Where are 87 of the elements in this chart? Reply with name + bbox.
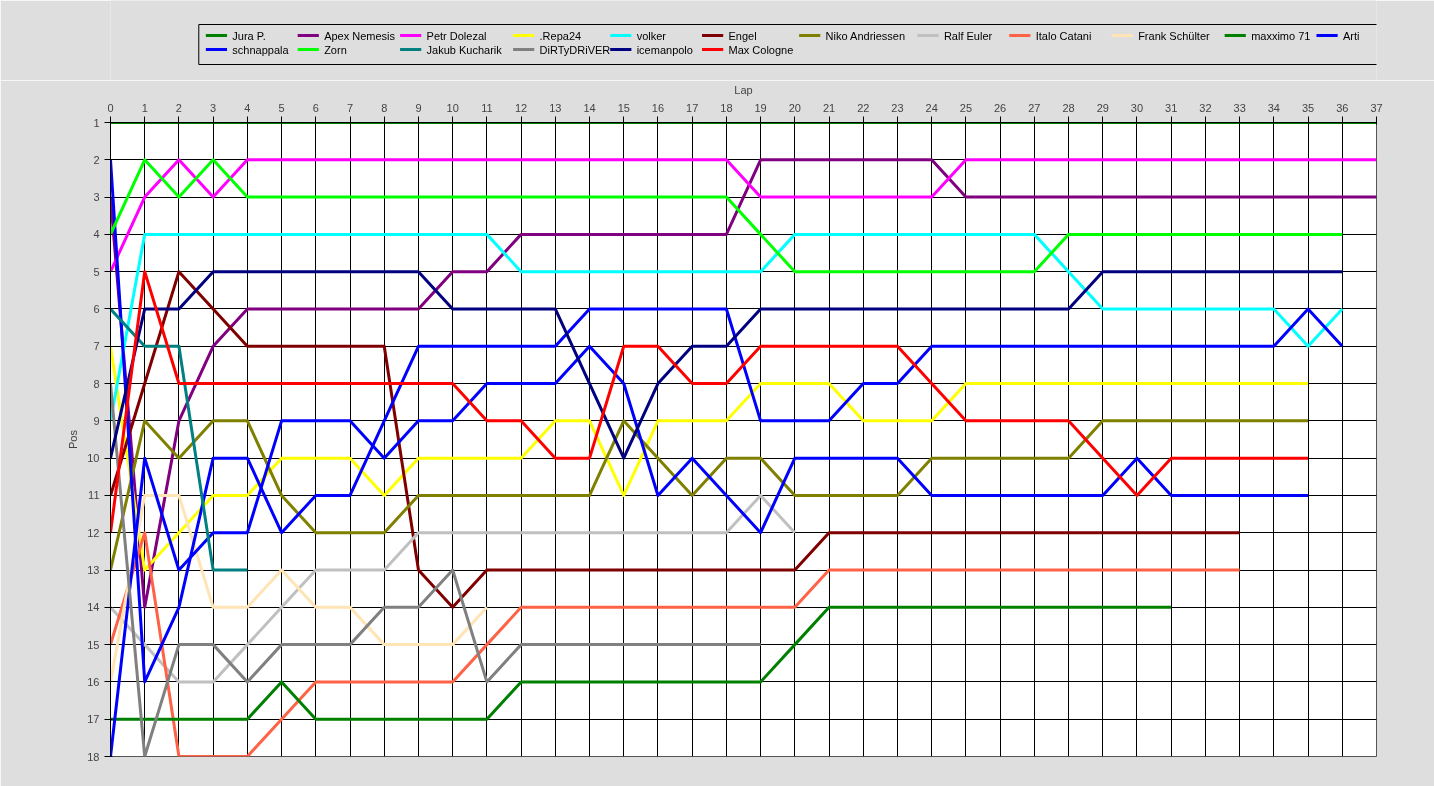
y-tick-label: 1 bbox=[93, 116, 100, 129]
legend-label: Apex Nemesis bbox=[324, 29, 396, 42]
line-series bbox=[110, 270, 1242, 609]
legend-label: .Repa24 bbox=[539, 29, 582, 42]
y-tick-label: 6 bbox=[93, 302, 100, 315]
y-tick-label: 11 bbox=[88, 489, 100, 502]
line-series bbox=[110, 232, 1344, 423]
legend-label: volker bbox=[636, 29, 667, 42]
y-tick-label: 12 bbox=[87, 526, 100, 539]
x-tick-label: 17 bbox=[686, 101, 699, 114]
x-tick-label: 32 bbox=[1199, 101, 1212, 114]
y-tick-label: 7 bbox=[93, 340, 100, 353]
line-series bbox=[110, 382, 763, 757]
legend-label: Ralf Euler bbox=[943, 29, 993, 42]
x-tick-label: 13 bbox=[549, 101, 562, 114]
y-tick-label: 16 bbox=[87, 675, 100, 688]
line-series bbox=[110, 493, 797, 684]
x-tick-label: 33 bbox=[1233, 101, 1246, 114]
legend-label: schnappala bbox=[232, 43, 290, 56]
x-tick-label: 6 bbox=[312, 101, 319, 114]
x-tick-label: 8 bbox=[381, 101, 388, 114]
x-tick-label: 2 bbox=[175, 101, 182, 114]
line-series bbox=[110, 605, 1173, 721]
x-tick-label: 18 bbox=[720, 101, 733, 114]
y-tick-label: 8 bbox=[93, 377, 100, 390]
line-series bbox=[110, 419, 1310, 572]
legend-label: Zorn bbox=[324, 43, 347, 56]
y-tick-label: 5 bbox=[93, 265, 100, 278]
legend-label: Niko Andriessen bbox=[825, 29, 906, 42]
x-tick-label: 20 bbox=[788, 101, 801, 114]
y-tick-label: 14 bbox=[87, 601, 100, 614]
line-series bbox=[110, 344, 1310, 572]
x-tick-label: 28 bbox=[1062, 101, 1075, 114]
x-tick-label: 16 bbox=[651, 101, 665, 114]
y-tick-label: 18 bbox=[87, 750, 100, 763]
x-tick-label: 30 bbox=[1130, 101, 1144, 114]
x-tick-label: 24 bbox=[925, 101, 938, 114]
x-tick-label: 11 bbox=[481, 101, 493, 114]
x-tick-label: 29 bbox=[1096, 101, 1109, 114]
y-axis-title: Pos bbox=[67, 429, 80, 449]
x-tick-label: 21 bbox=[822, 101, 836, 114]
x-tick-label: 25 bbox=[959, 101, 973, 114]
legend-label: maxximo 71 bbox=[1251, 29, 1311, 42]
legend-label: Jakub Kucharik bbox=[426, 43, 503, 56]
legend-label: Petr Dolezal bbox=[426, 29, 487, 42]
y-tick-label: 15 bbox=[87, 638, 100, 651]
line-series bbox=[110, 270, 1310, 535]
legend-label: Jura P. bbox=[232, 29, 266, 42]
legend-label: Engel bbox=[728, 29, 757, 42]
legend-label: Italo Catani bbox=[1035, 29, 1092, 42]
y-tick-label: 9 bbox=[93, 414, 100, 427]
x-tick-label: 7 bbox=[346, 101, 354, 114]
x-tick-label: 26 bbox=[994, 101, 1007, 114]
legend-label: icemanpolo bbox=[636, 43, 693, 56]
line-series bbox=[110, 531, 1242, 757]
legend-label: Frank Schülter bbox=[1138, 29, 1210, 42]
x-tick-label: 1 bbox=[141, 101, 148, 114]
x-tick-label: 23 bbox=[891, 101, 904, 114]
x-tick-label: 34 bbox=[1267, 101, 1280, 114]
x-tick-label: 10 bbox=[446, 101, 459, 114]
y-tick-label: 10 bbox=[87, 452, 100, 465]
x-tick-label: 0 bbox=[107, 101, 114, 114]
y-tick-label: 4 bbox=[93, 228, 100, 241]
legend-label: DiRTyDRiVER bbox=[539, 43, 611, 56]
x-tick-label: 14 bbox=[583, 101, 596, 114]
x-axis-title: Lap bbox=[734, 83, 753, 96]
x-tick-label: 15 bbox=[617, 101, 630, 114]
x-tick-label: 35 bbox=[1301, 101, 1315, 114]
y-tick-label: 2 bbox=[93, 153, 100, 166]
x-tick-label: 36 bbox=[1336, 101, 1349, 114]
x-tick-label: 19 bbox=[754, 101, 767, 114]
x-tick-label: 3 bbox=[210, 101, 217, 114]
x-tick-label: 5 bbox=[278, 101, 285, 114]
x-tick-label: 27 bbox=[1028, 101, 1041, 114]
legend-label: Max Cologne bbox=[728, 43, 794, 56]
x-tick-label: 22 bbox=[857, 101, 870, 114]
legend-label: Arti bbox=[1342, 29, 1360, 42]
y-tick-label: 13 bbox=[87, 564, 100, 577]
y-tick-label: 3 bbox=[93, 191, 100, 204]
line-series bbox=[110, 270, 1344, 460]
x-tick-label: 12 bbox=[514, 101, 528, 114]
x-tick-label: 37 bbox=[1370, 101, 1383, 114]
x-tick-label: 31 bbox=[1165, 101, 1178, 114]
line-series bbox=[110, 493, 489, 684]
y-tick-label: 17 bbox=[87, 713, 100, 726]
x-tick-label: 4 bbox=[244, 101, 251, 114]
x-tick-label: 9 bbox=[415, 101, 422, 114]
